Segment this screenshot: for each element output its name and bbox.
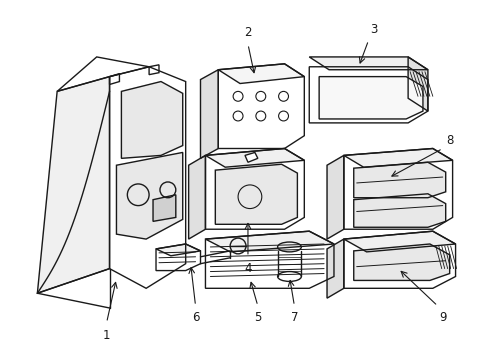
Polygon shape [407,57,427,111]
Text: 7: 7 [290,311,298,324]
Polygon shape [343,231,455,252]
Polygon shape [353,244,449,280]
Polygon shape [37,77,109,293]
Polygon shape [218,64,304,84]
Text: 5: 5 [254,311,261,324]
Text: 6: 6 [191,311,199,324]
Polygon shape [121,82,183,158]
Polygon shape [205,148,304,167]
Polygon shape [116,152,183,239]
Polygon shape [205,231,333,288]
Polygon shape [343,231,455,288]
Polygon shape [200,70,218,158]
Text: 1: 1 [102,329,110,342]
Polygon shape [149,65,159,75]
Polygon shape [244,152,257,162]
Polygon shape [319,77,422,119]
Polygon shape [308,57,427,70]
Text: 4: 4 [244,262,251,275]
Text: 9: 9 [438,311,446,324]
Polygon shape [109,67,185,288]
Polygon shape [156,244,200,256]
Polygon shape [57,57,149,91]
Text: 2: 2 [244,26,251,39]
Polygon shape [109,74,119,85]
Polygon shape [343,148,452,229]
Polygon shape [153,195,175,221]
Polygon shape [326,239,343,298]
Polygon shape [215,164,297,224]
Polygon shape [156,244,200,271]
Polygon shape [218,64,304,148]
Polygon shape [353,194,445,227]
Polygon shape [343,148,452,167]
Polygon shape [205,148,304,229]
Polygon shape [353,162,445,198]
Text: 8: 8 [445,134,452,147]
Polygon shape [326,156,343,239]
Text: 3: 3 [369,23,376,36]
Polygon shape [308,67,427,123]
Polygon shape [205,231,333,252]
Polygon shape [188,156,205,239]
